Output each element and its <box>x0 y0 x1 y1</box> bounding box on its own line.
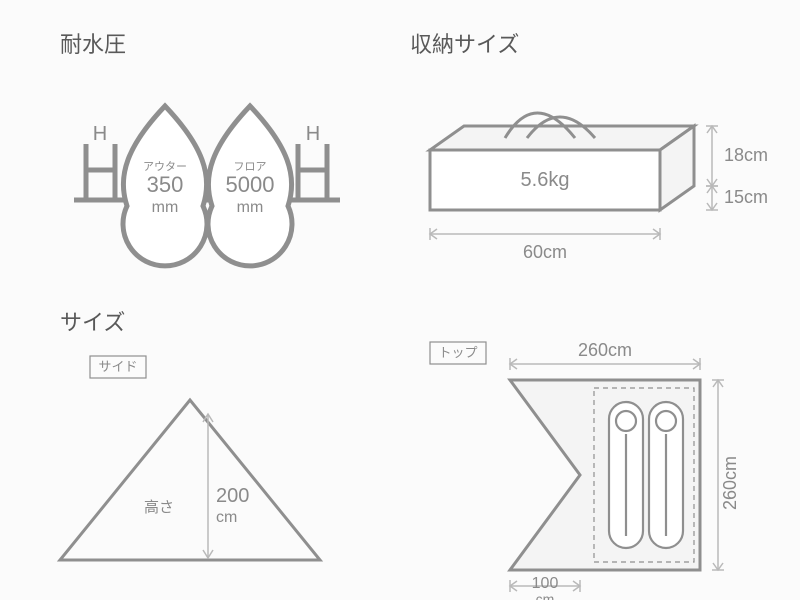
packed-depth: 15cm <box>724 187 768 207</box>
svg-text:H: H <box>306 123 320 145</box>
side-height-label: 高さ <box>144 499 174 516</box>
packed-weight: 5.6kg <box>521 169 570 191</box>
packed-width: 60cm <box>523 242 567 262</box>
svg-text:H: H <box>93 123 107 145</box>
side-height-value: 200 <box>216 485 249 507</box>
top-badge: トップ <box>438 345 477 360</box>
drop-floor-unit: mm <box>237 199 264 216</box>
top-inner-unit: cm <box>536 591 555 600</box>
side-badge: サイド <box>98 359 137 374</box>
drop-outer-unit: mm <box>152 199 179 216</box>
packed-title: 収納サイズ <box>410 32 519 57</box>
drop-outer-value: 350 <box>147 172 184 197</box>
box-top-face <box>430 126 694 150</box>
side-height-unit: cm <box>216 509 237 526</box>
top-height: 260cm <box>720 456 740 510</box>
drop-floor-value: 5000 <box>226 172 275 197</box>
size-title: サイズ <box>60 310 125 335</box>
waterproof-title: 耐水圧 <box>60 32 126 57</box>
top-inner-value: 100 <box>532 575 559 592</box>
top-width: 260cm <box>578 340 632 360</box>
packed-height: 18cm <box>724 145 768 165</box>
